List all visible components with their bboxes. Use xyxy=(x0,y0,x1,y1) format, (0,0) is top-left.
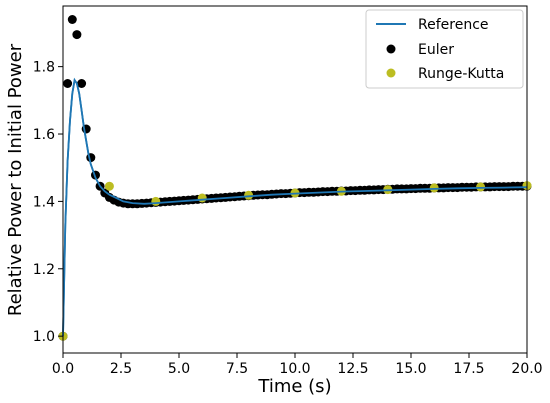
legend-euler-label: Euler xyxy=(418,42,454,58)
x-axis-label: Time (s) xyxy=(257,376,331,397)
euler-point xyxy=(63,79,73,88)
runge-kutta-point xyxy=(151,196,161,206)
x-tick-label: 20.0 xyxy=(511,361,542,377)
runge-kutta-point xyxy=(244,190,254,200)
legend-runge-kutta-label: Runge-Kutta xyxy=(418,66,504,82)
legend-reference-label: Reference xyxy=(418,17,489,33)
x-tick-label: 15.0 xyxy=(395,361,426,377)
runge-kutta-point xyxy=(197,193,207,203)
legend: Reference Euler Runge-Kutta xyxy=(365,9,524,89)
y-tick-label: 1.0 xyxy=(33,329,55,345)
legend-box xyxy=(365,9,524,89)
y-tick-label: 1.6 xyxy=(33,127,55,143)
x-tick-label: 7.5 xyxy=(226,361,248,377)
legend-runge-kutta-marker xyxy=(386,68,396,78)
x-tick-label: 17.5 xyxy=(453,361,484,377)
euler-point xyxy=(72,30,82,40)
runge-kutta-point xyxy=(429,183,439,193)
reference-series-line-overlay xyxy=(62,77,528,337)
ticks-layer: 0.0 2.5 5.0 7.5 10.0 12.5 15.0 17.5 20.0 1.0 1.2 1.… xyxy=(33,60,543,377)
y-tick-label: 1.2 xyxy=(33,262,55,278)
y-axis-label: Relative Power to Initial Power xyxy=(5,43,26,316)
x-tick-label: 0.0 xyxy=(52,361,74,377)
x-tick-label: 2.5 xyxy=(110,361,132,377)
euler-point xyxy=(67,15,77,24)
x-tick-label: 12.5 xyxy=(337,361,368,377)
euler-point xyxy=(77,79,87,88)
x-tick-label: 5.0 xyxy=(168,361,190,377)
y-tick-label: 1.8 xyxy=(33,60,55,76)
runge-kutta-point xyxy=(476,182,486,192)
runge-kutta-series xyxy=(58,181,532,341)
legend-euler-marker xyxy=(386,44,396,54)
runge-kutta-point xyxy=(104,181,114,191)
x-tick-label: 10.0 xyxy=(279,361,310,377)
y-tick-label: 1.4 xyxy=(33,194,55,210)
series-layer xyxy=(58,15,532,341)
